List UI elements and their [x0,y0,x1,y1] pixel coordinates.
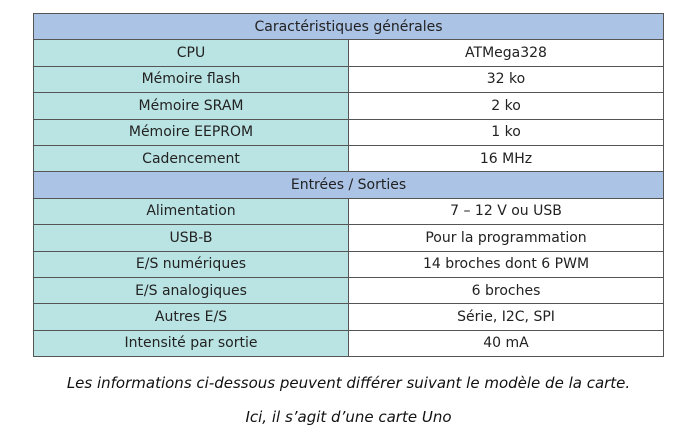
spec-value: Série, I2C, SPI [348,303,664,331]
spec-label: Mémoire SRAM [33,92,349,120]
spec-label: E/S analogiques [33,276,349,305]
section-header-row: Entrées / Sorties [33,171,664,199]
spec-value: 32 ko [348,65,664,94]
spec-value: 40 mA [348,329,664,358]
table-row: E/S analogiques 6 broches [33,276,664,305]
table-row: CPU ATMega328 [33,39,664,67]
spec-label: Mémoire flash [33,65,349,94]
spec-value: 6 broches [348,276,664,305]
table-row: Intensité par sortie 40 mA [33,329,664,358]
table-row: Alimentation 7 – 12 V ou USB [33,197,664,226]
spec-label: Intensité par sortie [33,329,349,358]
section-header-row: Caractéristiques générales [33,12,664,41]
table-row: Mémoire flash 32 ko [33,65,664,94]
caption-line-1: Les informations ci-dessous peuvent diff… [66,374,631,392]
spec-value: 1 ko [348,118,664,146]
spec-label: CPU [33,39,349,67]
spec-value: Pour la programmation [348,224,664,252]
section-title: Entrées / Sorties [33,171,664,199]
table-row: E/S numériques 14 broches dont 6 PWM [33,250,664,278]
spec-label: Autres E/S [33,303,349,331]
specs-table: Caractéristiques générales CPU ATMega328 Mé… [33,12,664,358]
table-row: Mémoire EEPROM 1 ko [33,118,664,146]
spec-value: 2 ko [348,92,664,120]
table-row: Mémoire SRAM 2 ko [33,92,664,120]
table-row: USB-B Pour la programmation [33,224,664,252]
spec-value: 14 broches dont 6 PWM [348,250,664,278]
spec-value: 16 MHz [348,144,664,173]
section-title: Caractéristiques générales [33,12,664,41]
table-row: Cadencement 16 MHz [33,144,664,173]
spec-label: Cadencement [33,144,349,173]
spec-label: Mémoire EEPROM [33,118,349,146]
spec-label: E/S numériques [33,250,349,278]
spec-value: 7 – 12 V ou USB [348,197,664,226]
spec-label: USB-B [33,224,349,252]
caption-line-2: Ici, il s’agit d’une carte Uno [245,408,452,426]
table-row: Autres E/S Série, I2C, SPI [33,303,664,331]
spec-label: Alimentation [33,197,349,226]
spec-value: ATMega328 [348,39,664,67]
